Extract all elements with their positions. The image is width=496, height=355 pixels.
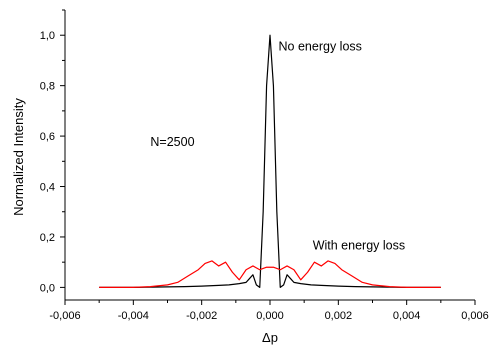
annotation-label: With energy loss — [313, 239, 405, 253]
x-axis-label: Δp — [262, 330, 278, 345]
x-tick-label: 0,004 — [393, 310, 421, 322]
series-line-2 — [99, 260, 441, 288]
x-tick-label: -0,006 — [49, 310, 80, 322]
axes: -0,006 -0,004 -0,002 0,000 0,002 0,004 0,006 0,… — [40, 9, 489, 322]
x-tick-label: 0,006 — [461, 310, 489, 322]
y-tick-label: 0,2 — [40, 232, 55, 244]
y-tick-label: 0,6 — [40, 131, 55, 143]
series-layer — [99, 34, 441, 288]
y-tick-label: 0,0 — [40, 282, 55, 294]
y-axis-label: Normalized Intensity — [11, 98, 26, 216]
annotation-label: N=2500 — [150, 135, 194, 149]
y-tick-label: 0,4 — [40, 182, 55, 194]
x-tick-label: -0,004 — [118, 310, 149, 322]
annotation-layer: No energy loss With energy loss N=2500 — [150, 39, 405, 252]
annotation-label: No energy loss — [279, 39, 362, 53]
x-tick-label: -0,002 — [186, 310, 217, 322]
x-tick-label: 0,000 — [256, 310, 284, 322]
x-tick-label: 0,002 — [325, 310, 353, 322]
y-tick-label: 0,8 — [40, 81, 55, 93]
y-tick-label: 1,0 — [40, 30, 55, 42]
series-line-1 — [99, 34, 441, 288]
